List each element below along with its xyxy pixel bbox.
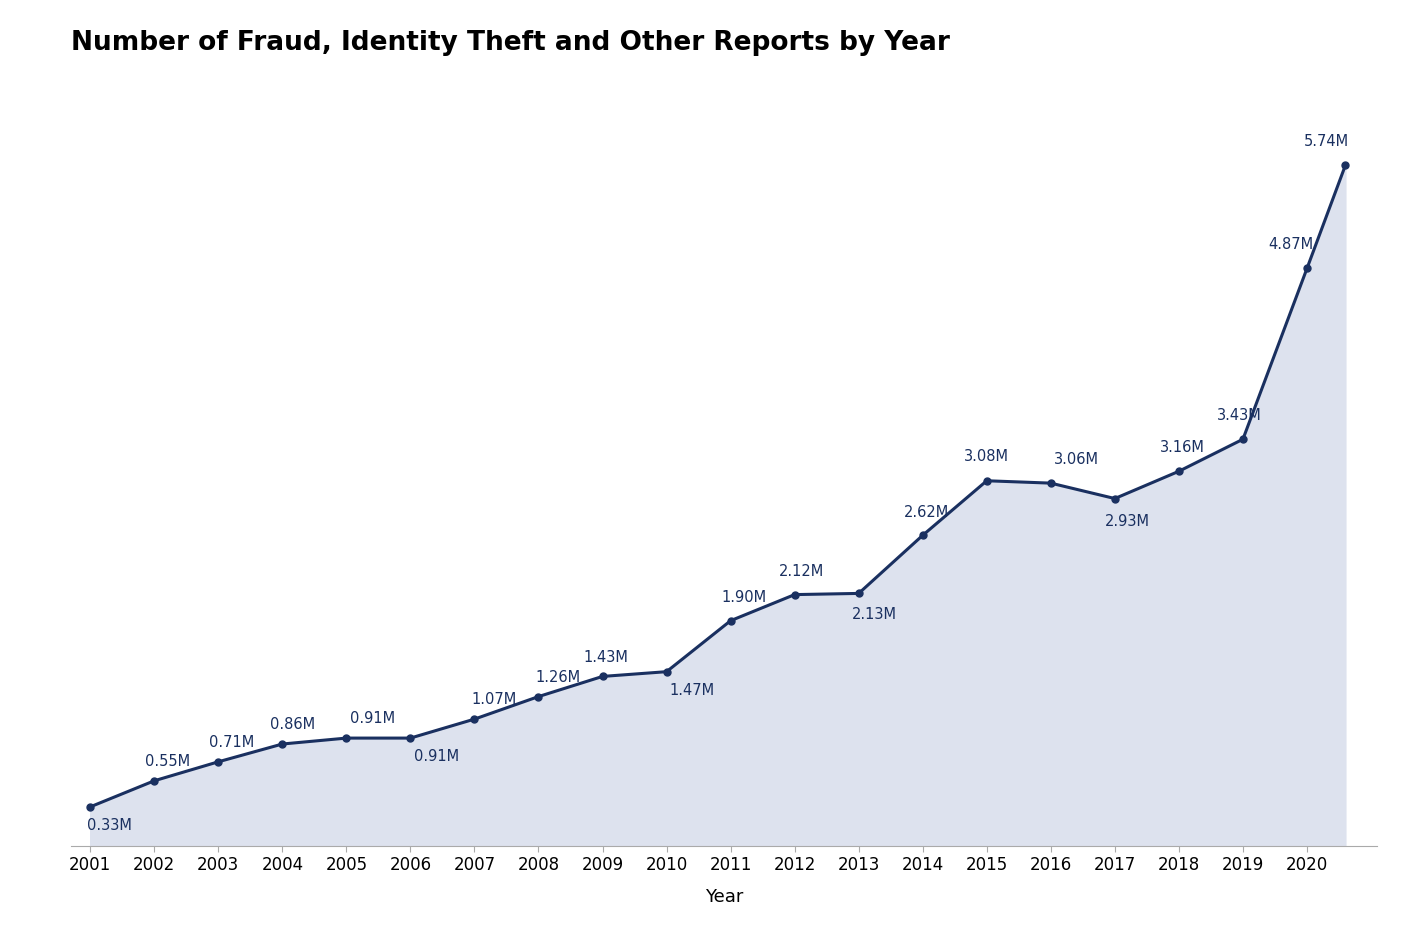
Text: 0.71M: 0.71M: [209, 735, 254, 750]
Text: 3.16M: 3.16M: [1160, 440, 1204, 455]
X-axis label: Year: Year: [704, 888, 744, 906]
Text: 1.07M: 1.07M: [471, 692, 517, 707]
Text: 0.33M: 0.33M: [87, 818, 132, 833]
Text: Number of Fraud, Identity Theft and Other Reports by Year: Number of Fraud, Identity Theft and Othe…: [71, 30, 950, 56]
Text: 5.74M: 5.74M: [1304, 133, 1349, 149]
Text: 1.43M: 1.43M: [584, 650, 628, 665]
Text: 2.93M: 2.93M: [1105, 514, 1150, 529]
Text: 2.13M: 2.13M: [852, 607, 897, 622]
Text: 4.87M: 4.87M: [1268, 237, 1314, 252]
Text: 0.86M: 0.86M: [270, 717, 315, 732]
Text: 0.55M: 0.55M: [145, 754, 190, 769]
Text: 1.90M: 1.90M: [721, 590, 767, 605]
Text: 0.91M: 0.91M: [413, 749, 459, 764]
Text: 3.43M: 3.43M: [1217, 408, 1262, 423]
Text: 0.91M: 0.91M: [349, 712, 395, 727]
Text: 2.62M: 2.62M: [903, 505, 949, 520]
Text: 1.26M: 1.26M: [535, 669, 581, 684]
Text: 3.08M: 3.08M: [964, 449, 1010, 464]
Text: 3.06M: 3.06M: [1054, 451, 1099, 466]
Text: 2.12M: 2.12M: [778, 564, 824, 579]
Text: 1.47M: 1.47M: [670, 682, 714, 697]
